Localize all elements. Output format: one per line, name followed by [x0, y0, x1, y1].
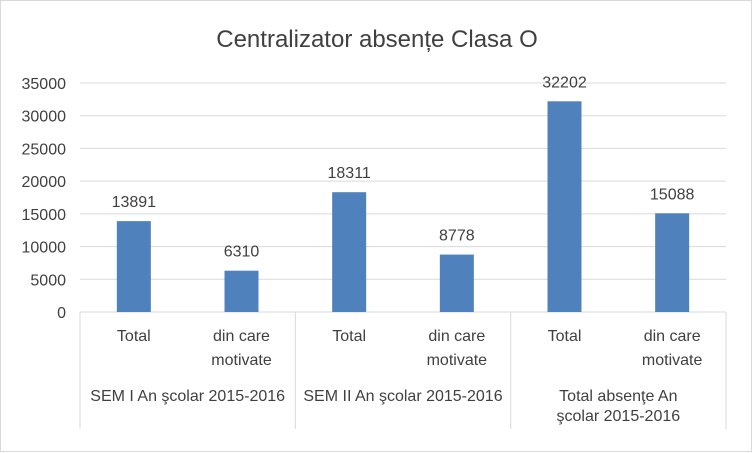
group-label: SEM I An şcolar 2015-2016	[90, 388, 285, 405]
data-label: 18311	[328, 165, 371, 182]
x-tick-label: din care motivate	[642, 328, 703, 369]
x-tick-label: Total	[548, 328, 582, 345]
data-label: 6310	[224, 244, 260, 261]
bar	[116, 221, 151, 312]
axes: 0 5000 10000 15000 20000 25000 30000 35000	[22, 76, 727, 429]
y-tick-label: 10000	[22, 240, 67, 257]
y-tick-label: 20000	[22, 174, 67, 191]
y-tick-label: 30000	[22, 109, 67, 126]
bar	[439, 254, 474, 312]
y-tick-label: 5000	[30, 272, 66, 289]
x-tick-label: din care motivate	[427, 328, 488, 369]
data-labels: 13891 6310 18311 8778 32202 15088	[112, 74, 695, 260]
x-tick-label: Total	[332, 328, 366, 345]
data-label: 15088	[650, 186, 695, 203]
bar	[547, 101, 582, 312]
bar	[332, 192, 367, 312]
group-label: SEM II An şcolar 2015-2016	[303, 388, 502, 405]
bar	[655, 213, 690, 312]
gridlines	[80, 82, 726, 280]
group-label: Total absenţe An şcolar 2015-2016	[557, 388, 681, 425]
data-label: 13891	[112, 194, 157, 211]
bars	[116, 101, 690, 312]
y-tick-label: 15000	[22, 207, 67, 224]
y-tick-label: 0	[57, 305, 66, 322]
bar	[224, 270, 259, 312]
y-tick-label: 35000	[22, 76, 67, 93]
x-tick-label: Total	[117, 328, 151, 345]
data-label: 32202	[542, 74, 587, 91]
chart-title: Centralizator absențe Clasa O	[216, 26, 538, 53]
data-label: 8778	[439, 228, 475, 245]
y-tick-label: 25000	[22, 141, 67, 158]
x-tick-label: din care motivate	[211, 328, 272, 369]
category-axis-labels: Total din care motivate Total din care motiva…	[90, 328, 702, 425]
